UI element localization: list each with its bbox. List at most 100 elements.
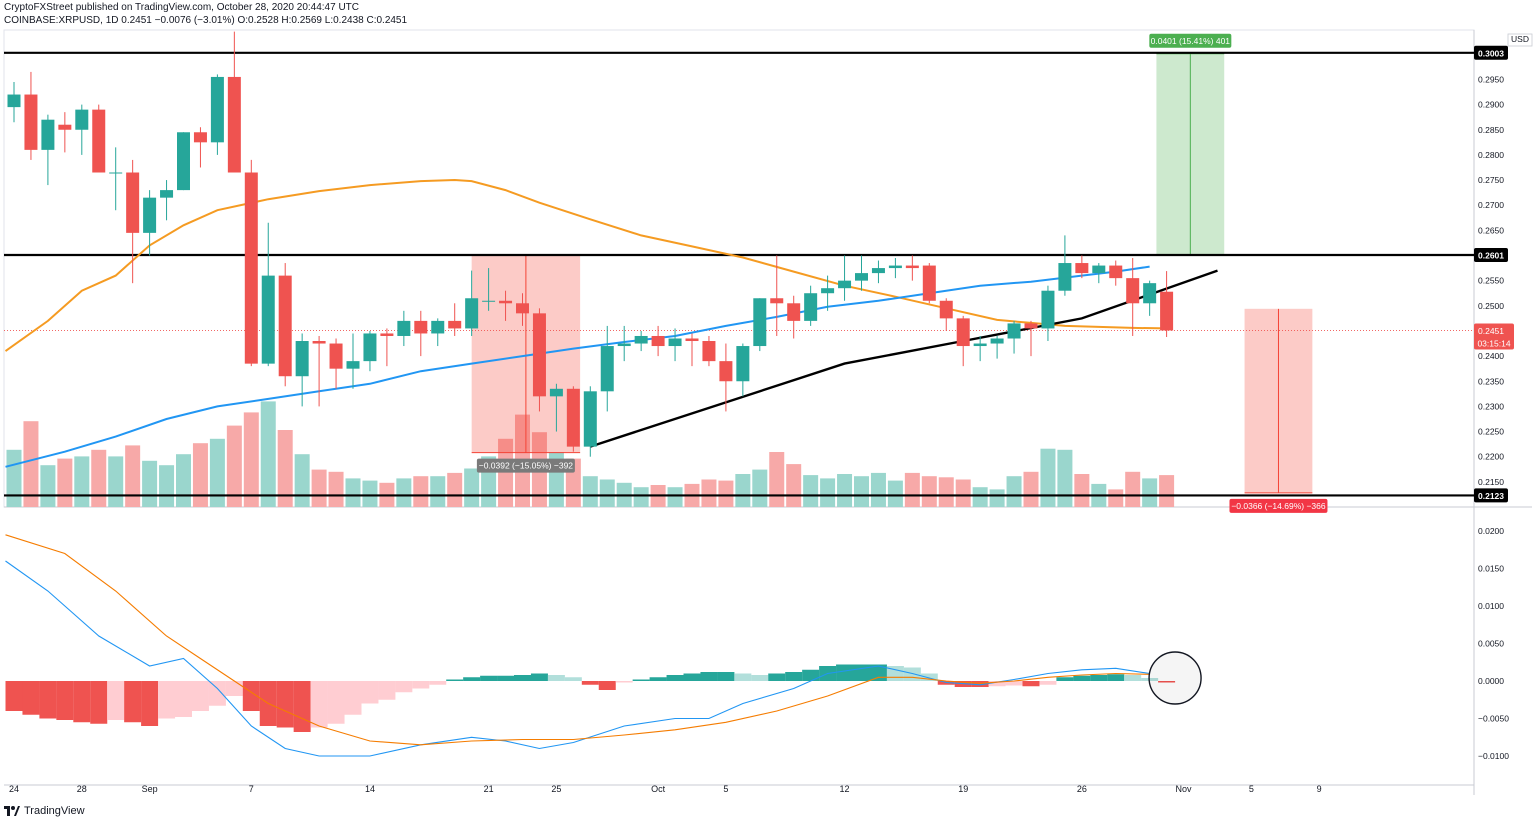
macd-histogram-bar bbox=[429, 681, 447, 685]
tradingview-icon bbox=[4, 806, 20, 816]
volume-bar bbox=[1023, 471, 1039, 507]
macd-histogram-bar bbox=[785, 672, 803, 681]
candle-body bbox=[431, 320, 445, 334]
candle-body bbox=[1041, 290, 1055, 329]
macd-histogram-bar bbox=[22, 681, 40, 715]
highlight-circle bbox=[1148, 651, 1202, 705]
macd-tick-label: 0.0000 bbox=[1478, 676, 1504, 686]
candle bbox=[617, 325, 631, 362]
time-tick-label: 5 bbox=[1249, 784, 1254, 794]
candle bbox=[7, 81, 21, 123]
candle-body bbox=[177, 132, 190, 191]
candle-body bbox=[1007, 323, 1021, 339]
measure-label-bg bbox=[1149, 33, 1232, 48]
time-tick-label: 14 bbox=[365, 784, 375, 794]
volume-bar bbox=[1142, 478, 1158, 507]
candle-body bbox=[397, 320, 411, 336]
time-tick-label: 7 bbox=[249, 784, 254, 794]
volume-bar bbox=[362, 480, 378, 507]
volume-bar bbox=[447, 472, 463, 507]
candle-body bbox=[329, 343, 343, 369]
volume-bar bbox=[803, 475, 819, 507]
volume-bar bbox=[972, 487, 988, 507]
macd-tick-label: −0.0100 bbox=[1478, 751, 1509, 761]
price-tick-label: 0.2950 bbox=[1478, 74, 1504, 84]
price-tick-label: 0.2800 bbox=[1478, 150, 1504, 160]
price-tick-label: 0.2400 bbox=[1478, 351, 1504, 361]
macd-histogram-bar bbox=[615, 681, 633, 683]
last-price-tag bbox=[1474, 323, 1514, 350]
volume-bar bbox=[125, 445, 141, 507]
candle-body bbox=[499, 300, 513, 304]
candle bbox=[804, 285, 818, 326]
candle-body bbox=[210, 76, 224, 143]
volume-bar bbox=[6, 449, 22, 507]
macd-histogram-bar bbox=[208, 681, 226, 706]
candle bbox=[193, 127, 207, 168]
candle-body bbox=[787, 303, 801, 321]
time-tick-label: 12 bbox=[840, 784, 850, 794]
macd-histogram-bar bbox=[666, 675, 684, 681]
last-price-text: 0.2451 bbox=[121, 15, 152, 26]
candle-body bbox=[600, 346, 614, 392]
macd-histogram-bar bbox=[598, 681, 616, 690]
level-price-tag-text: 0.3003 bbox=[1478, 48, 1504, 58]
candle bbox=[990, 335, 1004, 359]
volume-bar bbox=[226, 425, 242, 507]
time-tick-label: Nov bbox=[1176, 784, 1193, 794]
candle bbox=[397, 310, 411, 347]
candle-body bbox=[126, 172, 140, 233]
candle bbox=[1143, 280, 1157, 316]
price-change: −0.0076 (−3.01%) bbox=[154, 15, 235, 26]
candle-body bbox=[821, 288, 835, 294]
candle-body bbox=[1024, 323, 1038, 329]
candle bbox=[1058, 235, 1072, 296]
candle bbox=[75, 104, 89, 155]
volume-bar bbox=[582, 476, 598, 507]
volume-bar bbox=[413, 476, 429, 507]
candle-body bbox=[516, 303, 529, 314]
measure-label: −0.0392 (−15.05%) −392 bbox=[479, 461, 574, 471]
volume-bar bbox=[396, 478, 412, 507]
volume-bar bbox=[820, 478, 836, 507]
candle bbox=[482, 268, 496, 311]
volume-bar bbox=[633, 487, 649, 507]
candle bbox=[465, 270, 479, 336]
candle bbox=[177, 132, 190, 191]
macd-tick-label: −0.0050 bbox=[1478, 714, 1509, 724]
candle bbox=[431, 318, 445, 347]
macd-histogram-bar bbox=[39, 681, 57, 719]
measure-label: −0.0366 (−14.69%) −366 bbox=[1231, 501, 1326, 511]
macd-histogram-bar bbox=[1056, 677, 1074, 681]
price-tick-label: 0.2700 bbox=[1478, 200, 1504, 210]
candle bbox=[278, 263, 292, 387]
candle bbox=[719, 343, 733, 412]
candle bbox=[1160, 271, 1174, 337]
volume-bar bbox=[786, 464, 802, 507]
macd-tick-label: 0.0050 bbox=[1478, 639, 1504, 649]
macd-histogram-bar bbox=[632, 679, 650, 681]
volume-bar bbox=[887, 480, 903, 507]
price-tick-label: 0.2900 bbox=[1478, 100, 1504, 110]
volume-bar bbox=[769, 452, 785, 507]
level-price-tag bbox=[1474, 488, 1508, 503]
volume-bar bbox=[40, 465, 56, 507]
signal-line bbox=[5, 534, 1150, 746]
candle bbox=[855, 255, 868, 291]
macd-histogram-bar bbox=[547, 675, 565, 681]
macd-histogram-bar bbox=[1073, 675, 1091, 681]
candle bbox=[363, 330, 377, 372]
candle-body bbox=[24, 94, 38, 150]
price-tick-label: 0.2850 bbox=[1478, 125, 1504, 135]
candle bbox=[1041, 285, 1055, 342]
price-tick-label: 0.2550 bbox=[1478, 276, 1504, 286]
candle-body bbox=[736, 346, 750, 382]
macd-histogram-bar bbox=[530, 673, 548, 681]
tradingview-label: TradingView bbox=[24, 805, 85, 817]
volume-bar bbox=[735, 474, 751, 507]
volume-bar bbox=[667, 487, 683, 507]
time-tick-label: 19 bbox=[958, 784, 968, 794]
candle-body bbox=[1075, 263, 1089, 274]
volume-bar bbox=[192, 443, 208, 507]
